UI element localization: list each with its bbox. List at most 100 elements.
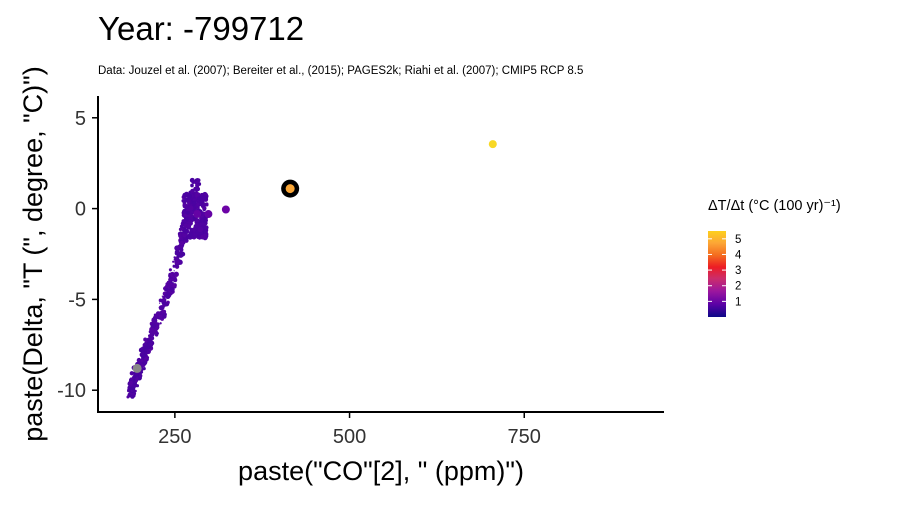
- data-point: [141, 348, 145, 353]
- data-point: [172, 283, 174, 285]
- data-point: [168, 292, 170, 294]
- data-point: [157, 315, 159, 318]
- data-point: [140, 358, 144, 363]
- data-point: [159, 302, 161, 304]
- data-point: [182, 232, 188, 238]
- data-point: [176, 272, 178, 275]
- data-point: [168, 268, 172, 272]
- data-point: [200, 235, 204, 240]
- data-point: [143, 352, 145, 354]
- data-point: [187, 224, 191, 228]
- data-point: [172, 282, 175, 284]
- data-point: [166, 283, 172, 289]
- data-point: [144, 348, 146, 350]
- legend-tick-label: 2: [735, 281, 741, 293]
- data-point: [155, 330, 158, 334]
- data-point: [159, 313, 161, 315]
- data-point: [168, 289, 171, 291]
- data-point: [171, 272, 173, 275]
- data-point: [169, 277, 171, 279]
- y-tick-label: 0: [75, 199, 86, 221]
- highlighted-data-point: [285, 184, 295, 194]
- data-point: [204, 210, 213, 219]
- data-point: [154, 316, 156, 318]
- data-point: [154, 327, 156, 329]
- data-point: [150, 336, 152, 338]
- data-point: [142, 355, 145, 357]
- data-point: [162, 298, 166, 302]
- data-point: [179, 245, 183, 249]
- points-layer: [126, 140, 497, 399]
- data-point: [151, 317, 155, 322]
- data-point: [171, 285, 173, 287]
- data-point: [192, 200, 197, 205]
- data-point: [154, 318, 156, 320]
- data-point: [187, 201, 191, 205]
- data-point: [143, 337, 148, 342]
- data-point: [182, 210, 187, 215]
- legend-title: ΔT/Δt (°C (100 yr)⁻¹): [708, 198, 841, 214]
- x-tick-label: 250: [158, 426, 191, 448]
- data-point: [162, 303, 164, 306]
- data-point: [178, 227, 183, 232]
- legend: ΔT/Δt (°C (100 yr)⁻¹) 1 2 3 4 5: [708, 198, 841, 317]
- data-point: [221, 205, 230, 214]
- data-point: [190, 189, 194, 193]
- data-point: [154, 333, 159, 337]
- data-point: [160, 306, 162, 308]
- y-axis-label: paste(Delta, "T (", degree, "C)"): [18, 66, 48, 441]
- data-point: [168, 282, 170, 285]
- grey-data-point: [132, 363, 142, 373]
- data-point: [161, 311, 163, 313]
- data-point: [164, 301, 166, 303]
- data-point: [128, 380, 133, 386]
- data-point: [188, 205, 194, 211]
- data-point: [142, 367, 146, 371]
- data-point: [167, 302, 169, 304]
- data-point: [126, 395, 130, 399]
- data-point: [138, 373, 143, 378]
- data-point: [203, 219, 207, 223]
- data-point: [169, 292, 172, 294]
- data-point: [203, 229, 208, 234]
- legend-tick-label: 5: [735, 234, 741, 246]
- data-point: [168, 286, 170, 288]
- data-point: [182, 192, 188, 198]
- data-point: [205, 202, 209, 207]
- data-point: [194, 178, 198, 182]
- data-point: [140, 370, 144, 374]
- data-point: [133, 374, 137, 379]
- data-point: [166, 300, 170, 305]
- data-point: [169, 271, 175, 277]
- data-point: [172, 260, 175, 263]
- data-point: [158, 298, 163, 303]
- data-point: [179, 247, 184, 252]
- data-point: [174, 259, 180, 265]
- data-point: [147, 349, 149, 352]
- data-point: [162, 309, 164, 311]
- data-point: [162, 307, 164, 309]
- data-point: [129, 371, 134, 376]
- data-point: [143, 345, 148, 350]
- data-point: [158, 314, 163, 319]
- data-point: [171, 277, 173, 279]
- legend-tick-label: 3: [735, 265, 741, 277]
- data-point: [201, 195, 208, 201]
- data-point: [174, 246, 178, 250]
- data-point: [150, 340, 152, 342]
- data-point: [142, 353, 147, 358]
- data-point: [190, 183, 194, 188]
- data-point: [197, 226, 204, 233]
- data-point: [169, 286, 175, 293]
- data-point: [154, 326, 156, 328]
- y-tick-label: 5: [75, 108, 86, 130]
- data-point: [126, 389, 130, 393]
- y-tick-label: -10: [57, 380, 86, 402]
- data-point: [179, 240, 185, 246]
- data-point: [172, 277, 178, 283]
- data-point: [158, 317, 160, 319]
- y-ticks: 5 0 -5 -10: [57, 108, 98, 402]
- data-point: [182, 228, 189, 234]
- data-point: [154, 320, 156, 322]
